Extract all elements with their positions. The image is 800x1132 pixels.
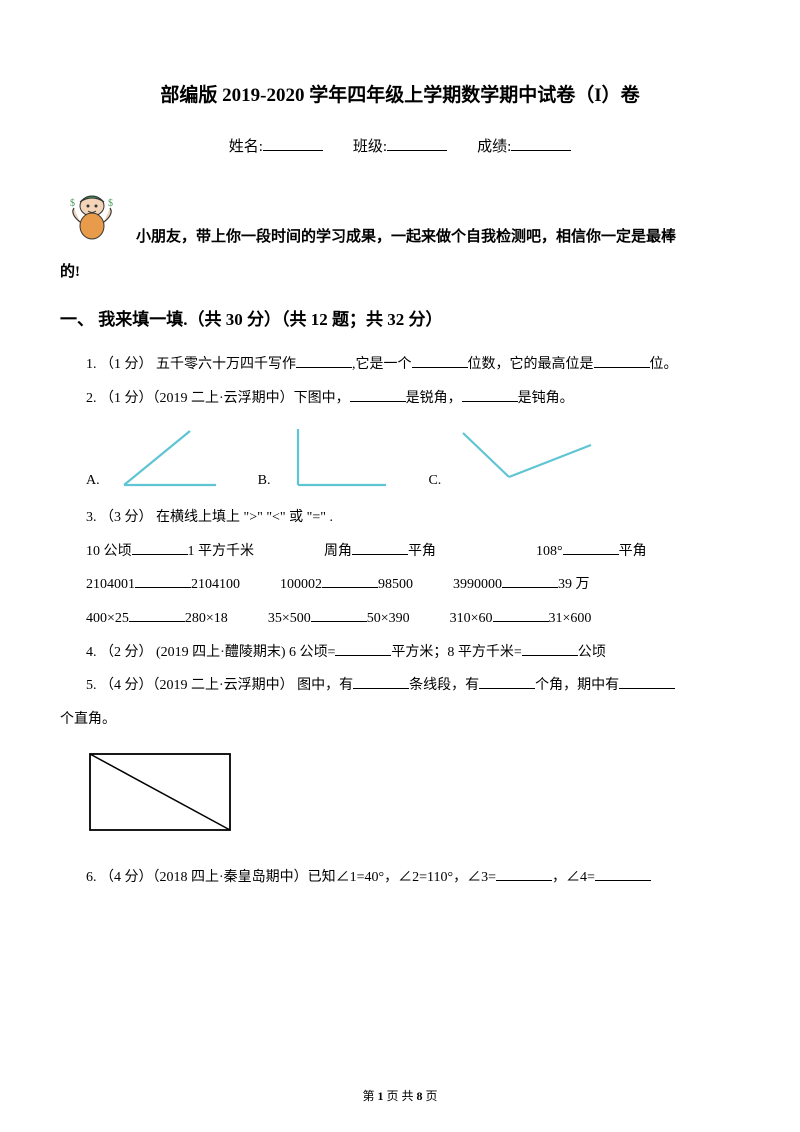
q3r1d: 平角: [408, 544, 436, 559]
footer-p2: 页 共: [383, 1089, 416, 1103]
encourage-text: 小朋友，带上你一段时间的学习成果，一起来做个自我检测吧，相信你一定是最棒: [136, 188, 676, 252]
svg-text:$: $: [108, 198, 113, 209]
question-3: 3. （3 分） 在横线上填上 ">" "<" 或 "=" .: [86, 501, 740, 535]
q3r3b: 280×18: [185, 611, 228, 626]
q3r1a: 10 公顷: [86, 544, 132, 559]
q3r3f: 31×600: [549, 611, 592, 626]
rectangle-diagram: [86, 750, 740, 841]
q3r1f: 平角: [619, 544, 647, 559]
footer-p3: 页: [423, 1089, 438, 1103]
q5-b3[interactable]: [619, 675, 675, 689]
question-6: 6. （4 分）（2018 四上·秦皇岛期中）已知∠1=40°，∠2=110°，…: [86, 861, 740, 895]
q1-mid1: ,它是一个: [352, 357, 412, 372]
encourage-row: $ $ 小朋友，带上你一段时间的学习成果，一起来做个自我检测吧，相信你一定是最棒: [60, 188, 740, 252]
q3r3c: 35×500: [268, 611, 311, 626]
q5-b2[interactable]: [479, 675, 535, 689]
q3-row3: 400×25 280×18 35×500 50×390 310×60 31×600: [86, 602, 740, 636]
score-blank[interactable]: [511, 137, 571, 151]
q5-pre: 5. （4 分）（2019 二上·云浮期中） 图中，有: [86, 678, 353, 693]
q5-mid2: 个角，期中有: [535, 678, 619, 693]
page-footer: 第 1 页 共 8 页: [0, 1087, 800, 1104]
q1-blank1[interactable]: [296, 354, 352, 368]
q3r2d: 98500: [378, 577, 413, 592]
encourage-end: 的!: [60, 260, 740, 281]
angle-c-label: C.: [428, 473, 441, 493]
q3r1-b1[interactable]: [132, 541, 188, 555]
q6-pre: 6. （4 分）（2018 四上·秦皇岛期中）已知∠1=40°，∠2=110°，…: [86, 870, 496, 885]
q3r3-b3[interactable]: [493, 608, 549, 622]
question-2: 2. （1 分）（2019 二上·云浮期中）下图中， 是锐角， 是钝角。: [86, 382, 740, 416]
q2-blank2[interactable]: [462, 388, 518, 402]
q3r2f: 39 万: [558, 577, 590, 592]
q1-blank3[interactable]: [594, 354, 650, 368]
q3r2b: 2104100: [191, 577, 240, 592]
angle-b-icon: [286, 423, 396, 493]
q3r2-b3[interactable]: [502, 574, 558, 588]
score-label: 成绩:: [477, 139, 511, 155]
q3r1-b3[interactable]: [563, 541, 619, 555]
q3r2a: 2104001: [86, 577, 135, 592]
q6-mid: ，∠4=: [552, 870, 595, 885]
svg-text:$: $: [70, 198, 75, 209]
q2-blank1[interactable]: [350, 388, 406, 402]
q3r2-b1[interactable]: [135, 574, 191, 588]
q3r3-b2[interactable]: [311, 608, 367, 622]
q3r1c: 周角: [324, 544, 352, 559]
q4-end: 公顷: [578, 645, 606, 660]
q1-blank2[interactable]: [412, 354, 468, 368]
q3r3-b1[interactable]: [129, 608, 185, 622]
q4-b1[interactable]: [335, 642, 391, 656]
q3-row2: 2104001 2104100 100002 98500 3990000 39 万: [86, 568, 740, 602]
q3r3d: 50×390: [367, 611, 410, 626]
q3r1-b2[interactable]: [352, 541, 408, 555]
q1-pre: 1. （1 分） 五千零六十万四千写作: [86, 357, 296, 372]
q3-row1: 10 公顷 1 平方千米 周角 平角 108° 平角: [86, 535, 740, 569]
q1-end: 位。: [650, 357, 678, 372]
angle-c-icon: [457, 423, 597, 493]
q3r2-b2[interactable]: [322, 574, 378, 588]
q4-mid: 平方米；8 平方千米=: [391, 645, 521, 660]
q5-mid1: 条线段，有: [409, 678, 479, 693]
footer-p1: 第: [362, 1089, 377, 1103]
q6-b1[interactable]: [496, 867, 552, 881]
q1-mid2: 位数，它的最高位是: [468, 357, 594, 372]
q3r3a: 400×25: [86, 611, 129, 626]
question-5-cont: 个直角。: [60, 703, 740, 737]
angle-b-label: B.: [258, 473, 271, 493]
q3r2e: 3990000: [453, 577, 502, 592]
class-label: 班级:: [353, 139, 387, 155]
q5-b1[interactable]: [353, 675, 409, 689]
q4-b2[interactable]: [522, 642, 578, 656]
mascot-icon: $ $: [60, 188, 124, 252]
angles-diagram-row: A. B. C.: [86, 423, 740, 493]
class-blank[interactable]: [387, 137, 447, 151]
angle-a-label: A.: [86, 473, 100, 493]
q3r3e: 310×60: [450, 611, 493, 626]
q2-end: 是钝角。: [518, 391, 574, 406]
angle-a-icon: [116, 423, 226, 493]
q2-mid: 是锐角，: [406, 391, 462, 406]
section-1-title: 一、 我来填一填.（共 30 分）（共 12 题；共 32 分）: [60, 305, 740, 330]
question-1: 1. （1 分） 五千零六十万四千写作 ,它是一个 位数，它的最高位是 位。: [86, 348, 740, 382]
page-title: 部编版 2019-2020 学年四年级上学期数学期中试卷（I）卷: [60, 80, 740, 107]
q3r2c: 100002: [280, 577, 322, 592]
q6-b2[interactable]: [595, 867, 651, 881]
question-4: 4. （2 分） (2019 四上·醴陵期末) 6 公顷= 平方米；8 平方千米=…: [86, 636, 740, 670]
q3r1e: 108°: [536, 544, 563, 559]
q2-pre: 2. （1 分）（2019 二上·云浮期中）下图中，: [86, 391, 350, 406]
name-blank[interactable]: [263, 137, 323, 151]
q3r1b: 1 平方千米: [188, 544, 255, 559]
question-5: 5. （4 分）（2019 二上·云浮期中） 图中，有 条线段，有 个角，期中有: [86, 669, 740, 703]
student-info-line: 姓名: 班级: 成绩:: [60, 135, 740, 156]
name-label: 姓名:: [229, 139, 263, 155]
q4-pre: 4. （2 分） (2019 四上·醴陵期末) 6 公顷=: [86, 645, 335, 660]
